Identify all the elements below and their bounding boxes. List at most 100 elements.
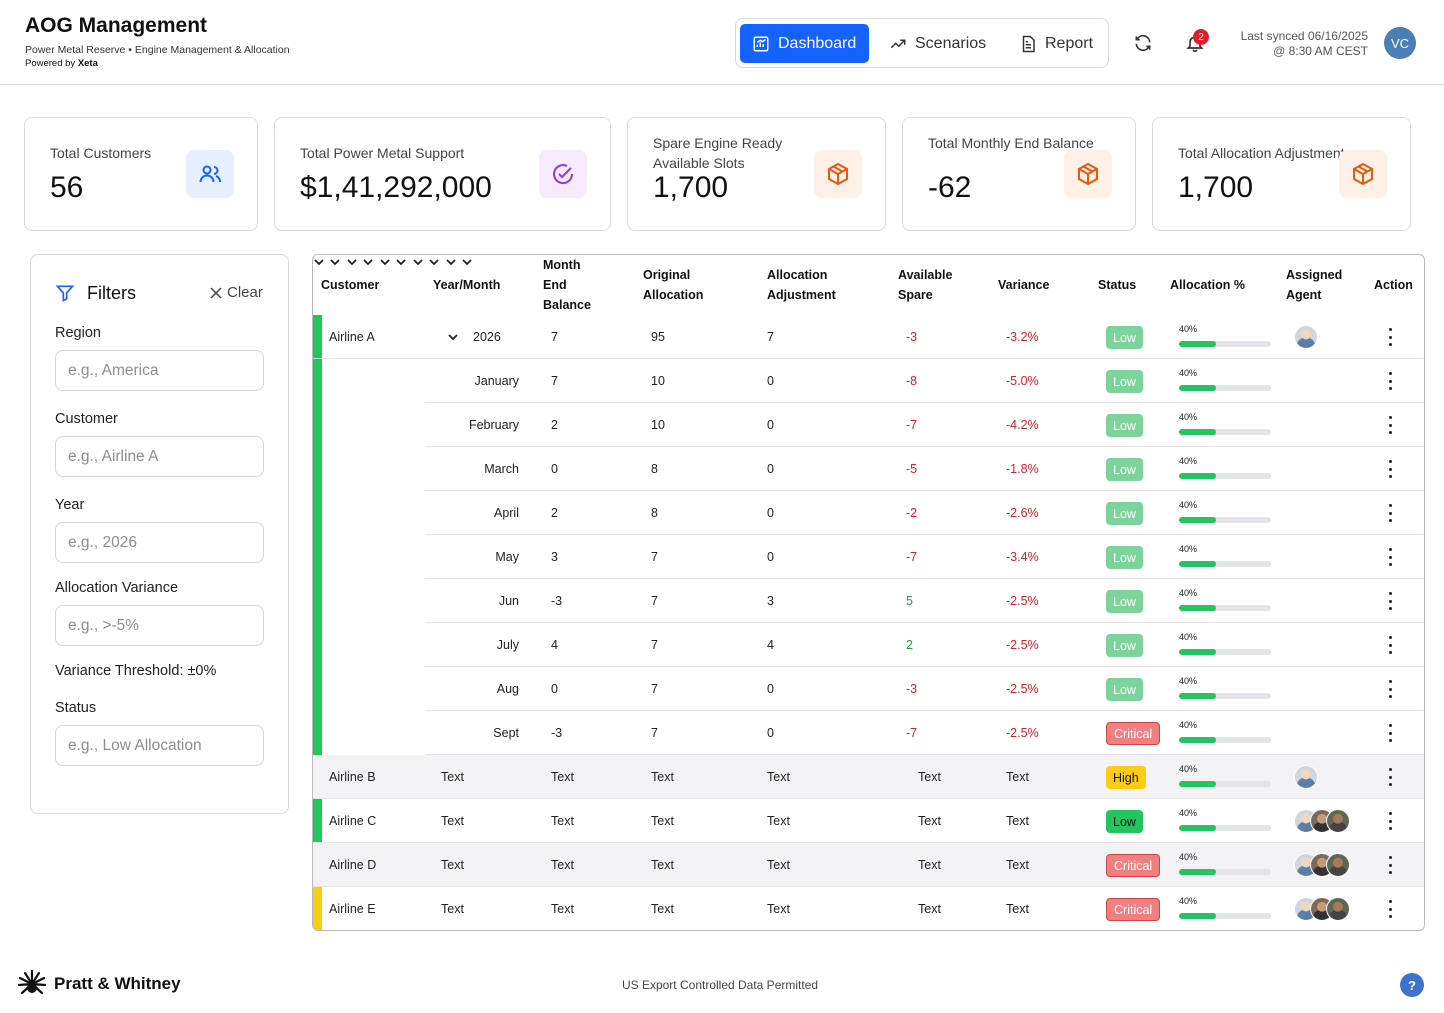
user-avatar[interactable]: VC <box>1384 27 1416 59</box>
row-actions-button[interactable] <box>1386 900 1394 918</box>
refresh-button[interactable] <box>1131 31 1155 55</box>
row-actions-button[interactable] <box>1386 460 1394 478</box>
table-row[interactable]: Airline D Text Text Text Text Text Text Critica… <box>313 843 1424 887</box>
chevron-down-icon[interactable] <box>395 256 407 268</box>
row-actions-button[interactable] <box>1386 636 1394 654</box>
cell-allocation-adjustment: 0 <box>767 682 774 696</box>
help-button[interactable]: ? <box>1400 973 1424 997</box>
row-actions-button[interactable] <box>1386 768 1394 786</box>
th-allocation-adjustment[interactable]: Allocation Adjustment <box>767 255 857 315</box>
table-row[interactable]: Airline C Text Text Text Text Text Text Low 40% <box>313 799 1424 843</box>
row-actions-button[interactable] <box>1386 504 1394 522</box>
region-input[interactable] <box>55 350 264 391</box>
th-allocation-pct[interactable]: Allocation % <box>1170 255 1260 315</box>
cell-month-end-balance: -3 <box>551 726 563 740</box>
table-row[interactable]: July 4 7 4 2 -2.5% Low 40% <box>425 623 1424 667</box>
th-month-end-balance[interactable]: Month End Balance <box>543 255 603 315</box>
th-agent-line1: Assigned <box>1286 268 1343 282</box>
chevron-down-icon[interactable] <box>447 331 459 343</box>
th-year-month[interactable]: Year/Month <box>433 255 533 315</box>
row-actions-button[interactable] <box>1386 592 1394 610</box>
cell-variance: Text <box>1006 858 1029 872</box>
agent-avatar[interactable] <box>1326 897 1350 921</box>
nav-report-button[interactable]: Report <box>1007 24 1105 63</box>
clear-filters-button[interactable]: Clear <box>210 284 263 301</box>
th-variance[interactable]: Variance <box>998 255 1068 315</box>
allocation-percent: 40% <box>1179 412 1198 422</box>
table-row[interactable]: Aug 0 7 0 -3 -2.5% Low 40% <box>425 667 1424 711</box>
allocation-progress <box>1179 913 1271 919</box>
more-vertical-icon <box>1388 592 1392 595</box>
variance-input[interactable] <box>55 605 264 646</box>
th-adjust-line1: Allocation <box>767 268 828 282</box>
chevron-down-icon[interactable] <box>329 256 341 268</box>
cell-available-spare: 5 <box>906 594 913 608</box>
app-header: AOG Management Power Metal Reserve • Eng… <box>0 0 1444 85</box>
chevron-down-icon[interactable] <box>412 256 424 268</box>
status-input[interactable] <box>55 725 264 766</box>
app-subtitle: Power Metal Reserve • Engine Management … <box>25 44 290 56</box>
cell-year-month: Text <box>441 814 464 828</box>
chevron-down-icon[interactable] <box>445 256 457 268</box>
allocation-percent: 40% <box>1179 368 1198 378</box>
th-customer[interactable]: Customer <box>321 255 421 315</box>
chevron-down-icon[interactable] <box>461 256 473 268</box>
chevron-down-icon[interactable] <box>313 256 325 268</box>
table-row[interactable]: March 0 8 0 -5 -1.8% Low 40% <box>425 447 1424 491</box>
th-assigned-agent[interactable]: Assigned Agent <box>1286 255 1356 315</box>
chevron-down-icon[interactable] <box>362 256 374 268</box>
table-row[interactable]: February 2 10 0 -7 -4.2% Low 40% <box>425 403 1424 447</box>
table-row[interactable]: January 7 10 0 -8 -5.0% Low 40% <box>425 359 1424 403</box>
row-actions-button[interactable] <box>1386 812 1394 830</box>
agent-avatar[interactable] <box>1294 765 1318 789</box>
table-row[interactable]: May 3 7 0 -7 -3.4% Low 40% <box>425 535 1424 579</box>
cell-customer: Airline D <box>329 858 377 872</box>
allocation-progress <box>1179 517 1271 523</box>
airline-c-status-stripe <box>313 799 322 843</box>
filters-panel <box>30 254 289 814</box>
cell-month-end-balance: 2 <box>551 418 558 432</box>
more-vertical-icon <box>1388 636 1392 639</box>
nav-dashboard-button[interactable]: Dashboard <box>740 24 869 63</box>
allocation-percent: 40% <box>1179 896 1198 906</box>
agent-avatar[interactable] <box>1326 809 1350 833</box>
row-actions-button[interactable] <box>1386 680 1394 698</box>
table-row[interactable]: Jun -3 7 3 5 -2.5% Low 40% <box>425 579 1424 623</box>
cell-allocation-adjustment: Text <box>767 814 790 828</box>
nav-scenarios-button[interactable]: Scenarios <box>877 24 998 63</box>
th-available-spare[interactable]: Available Spare <box>898 255 968 315</box>
row-actions-button[interactable] <box>1386 548 1394 566</box>
row-actions-button[interactable] <box>1386 856 1394 874</box>
table-row[interactable]: April 2 8 0 -2 -2.6% Low 40% <box>425 491 1424 535</box>
chevron-down-icon[interactable] <box>379 256 391 268</box>
cell-original-allocation: Text <box>651 770 674 784</box>
row-actions-button[interactable] <box>1386 724 1394 742</box>
cell-available-spare: -7 <box>906 418 918 432</box>
chevron-down-icon[interactable] <box>428 256 440 268</box>
cell-allocation-adjustment: Text <box>767 770 790 784</box>
allocation-progress <box>1179 825 1271 831</box>
more-vertical-icon <box>1388 460 1392 463</box>
row-actions-button[interactable] <box>1386 416 1394 434</box>
cell-original-allocation: 8 <box>651 506 658 520</box>
table-row[interactable]: Airline A 2026 7 95 7 -3 -3.2% Low 40% <box>313 315 1424 359</box>
year-input[interactable] <box>55 522 264 563</box>
allocation-progress-fill <box>1179 517 1216 523</box>
th-status[interactable]: Status <box>1098 255 1158 315</box>
cell-month-end-balance: 7 <box>551 374 558 388</box>
chevron-down-icon[interactable] <box>346 256 358 268</box>
cell-available-spare: -2 <box>906 506 918 520</box>
cell-available-spare: -3 <box>906 682 918 696</box>
table-row[interactable]: Airline E Text Text Text Text Text Text Critica… <box>313 887 1424 930</box>
table-row[interactable]: Sept -3 7 0 -7 -2.5% Critical 40% <box>425 711 1424 755</box>
row-actions-button[interactable] <box>1386 328 1394 346</box>
cell-month-end-balance: 2 <box>551 506 558 520</box>
cell-original-allocation: 7 <box>651 550 658 564</box>
customer-input[interactable] <box>55 436 264 477</box>
row-actions-button[interactable] <box>1386 372 1394 390</box>
allocation-progress-fill <box>1179 825 1216 831</box>
th-original-allocation[interactable]: Original Allocation <box>643 255 723 315</box>
agent-avatar[interactable] <box>1326 853 1350 877</box>
agent-avatar[interactable] <box>1294 325 1318 349</box>
table-row[interactable]: Airline B Text Text Text Text Text Text High 40% <box>313 755 1424 799</box>
